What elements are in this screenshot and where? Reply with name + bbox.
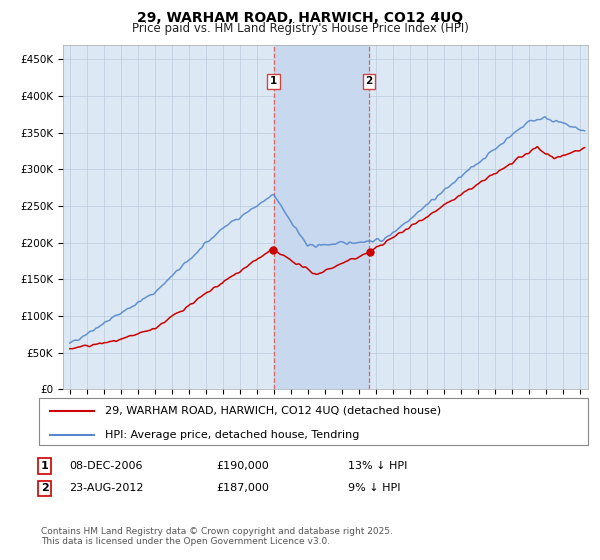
Text: £190,000: £190,000	[216, 461, 269, 471]
Text: Contains HM Land Registry data © Crown copyright and database right 2025.
This d: Contains HM Land Registry data © Crown c…	[41, 526, 392, 546]
Text: 29, WARHAM ROAD, HARWICH, CO12 4UQ: 29, WARHAM ROAD, HARWICH, CO12 4UQ	[137, 11, 463, 25]
Text: HPI: Average price, detached house, Tendring: HPI: Average price, detached house, Tend…	[105, 430, 359, 440]
Text: 1: 1	[41, 461, 49, 471]
Text: 08-DEC-2006: 08-DEC-2006	[69, 461, 143, 471]
Text: 2: 2	[41, 483, 49, 493]
Text: Price paid vs. HM Land Registry's House Price Index (HPI): Price paid vs. HM Land Registry's House …	[131, 22, 469, 35]
Text: 1: 1	[270, 76, 277, 86]
Bar	[274, 45, 369, 389]
Text: 2: 2	[365, 76, 373, 86]
Text: 23-AUG-2012: 23-AUG-2012	[69, 483, 143, 493]
Text: 13% ↓ HPI: 13% ↓ HPI	[348, 461, 407, 471]
Text: £187,000: £187,000	[216, 483, 269, 493]
Text: 29, WARHAM ROAD, HARWICH, CO12 4UQ (detached house): 29, WARHAM ROAD, HARWICH, CO12 4UQ (deta…	[105, 406, 441, 416]
FancyBboxPatch shape	[39, 398, 588, 445]
Text: 9% ↓ HPI: 9% ↓ HPI	[348, 483, 401, 493]
